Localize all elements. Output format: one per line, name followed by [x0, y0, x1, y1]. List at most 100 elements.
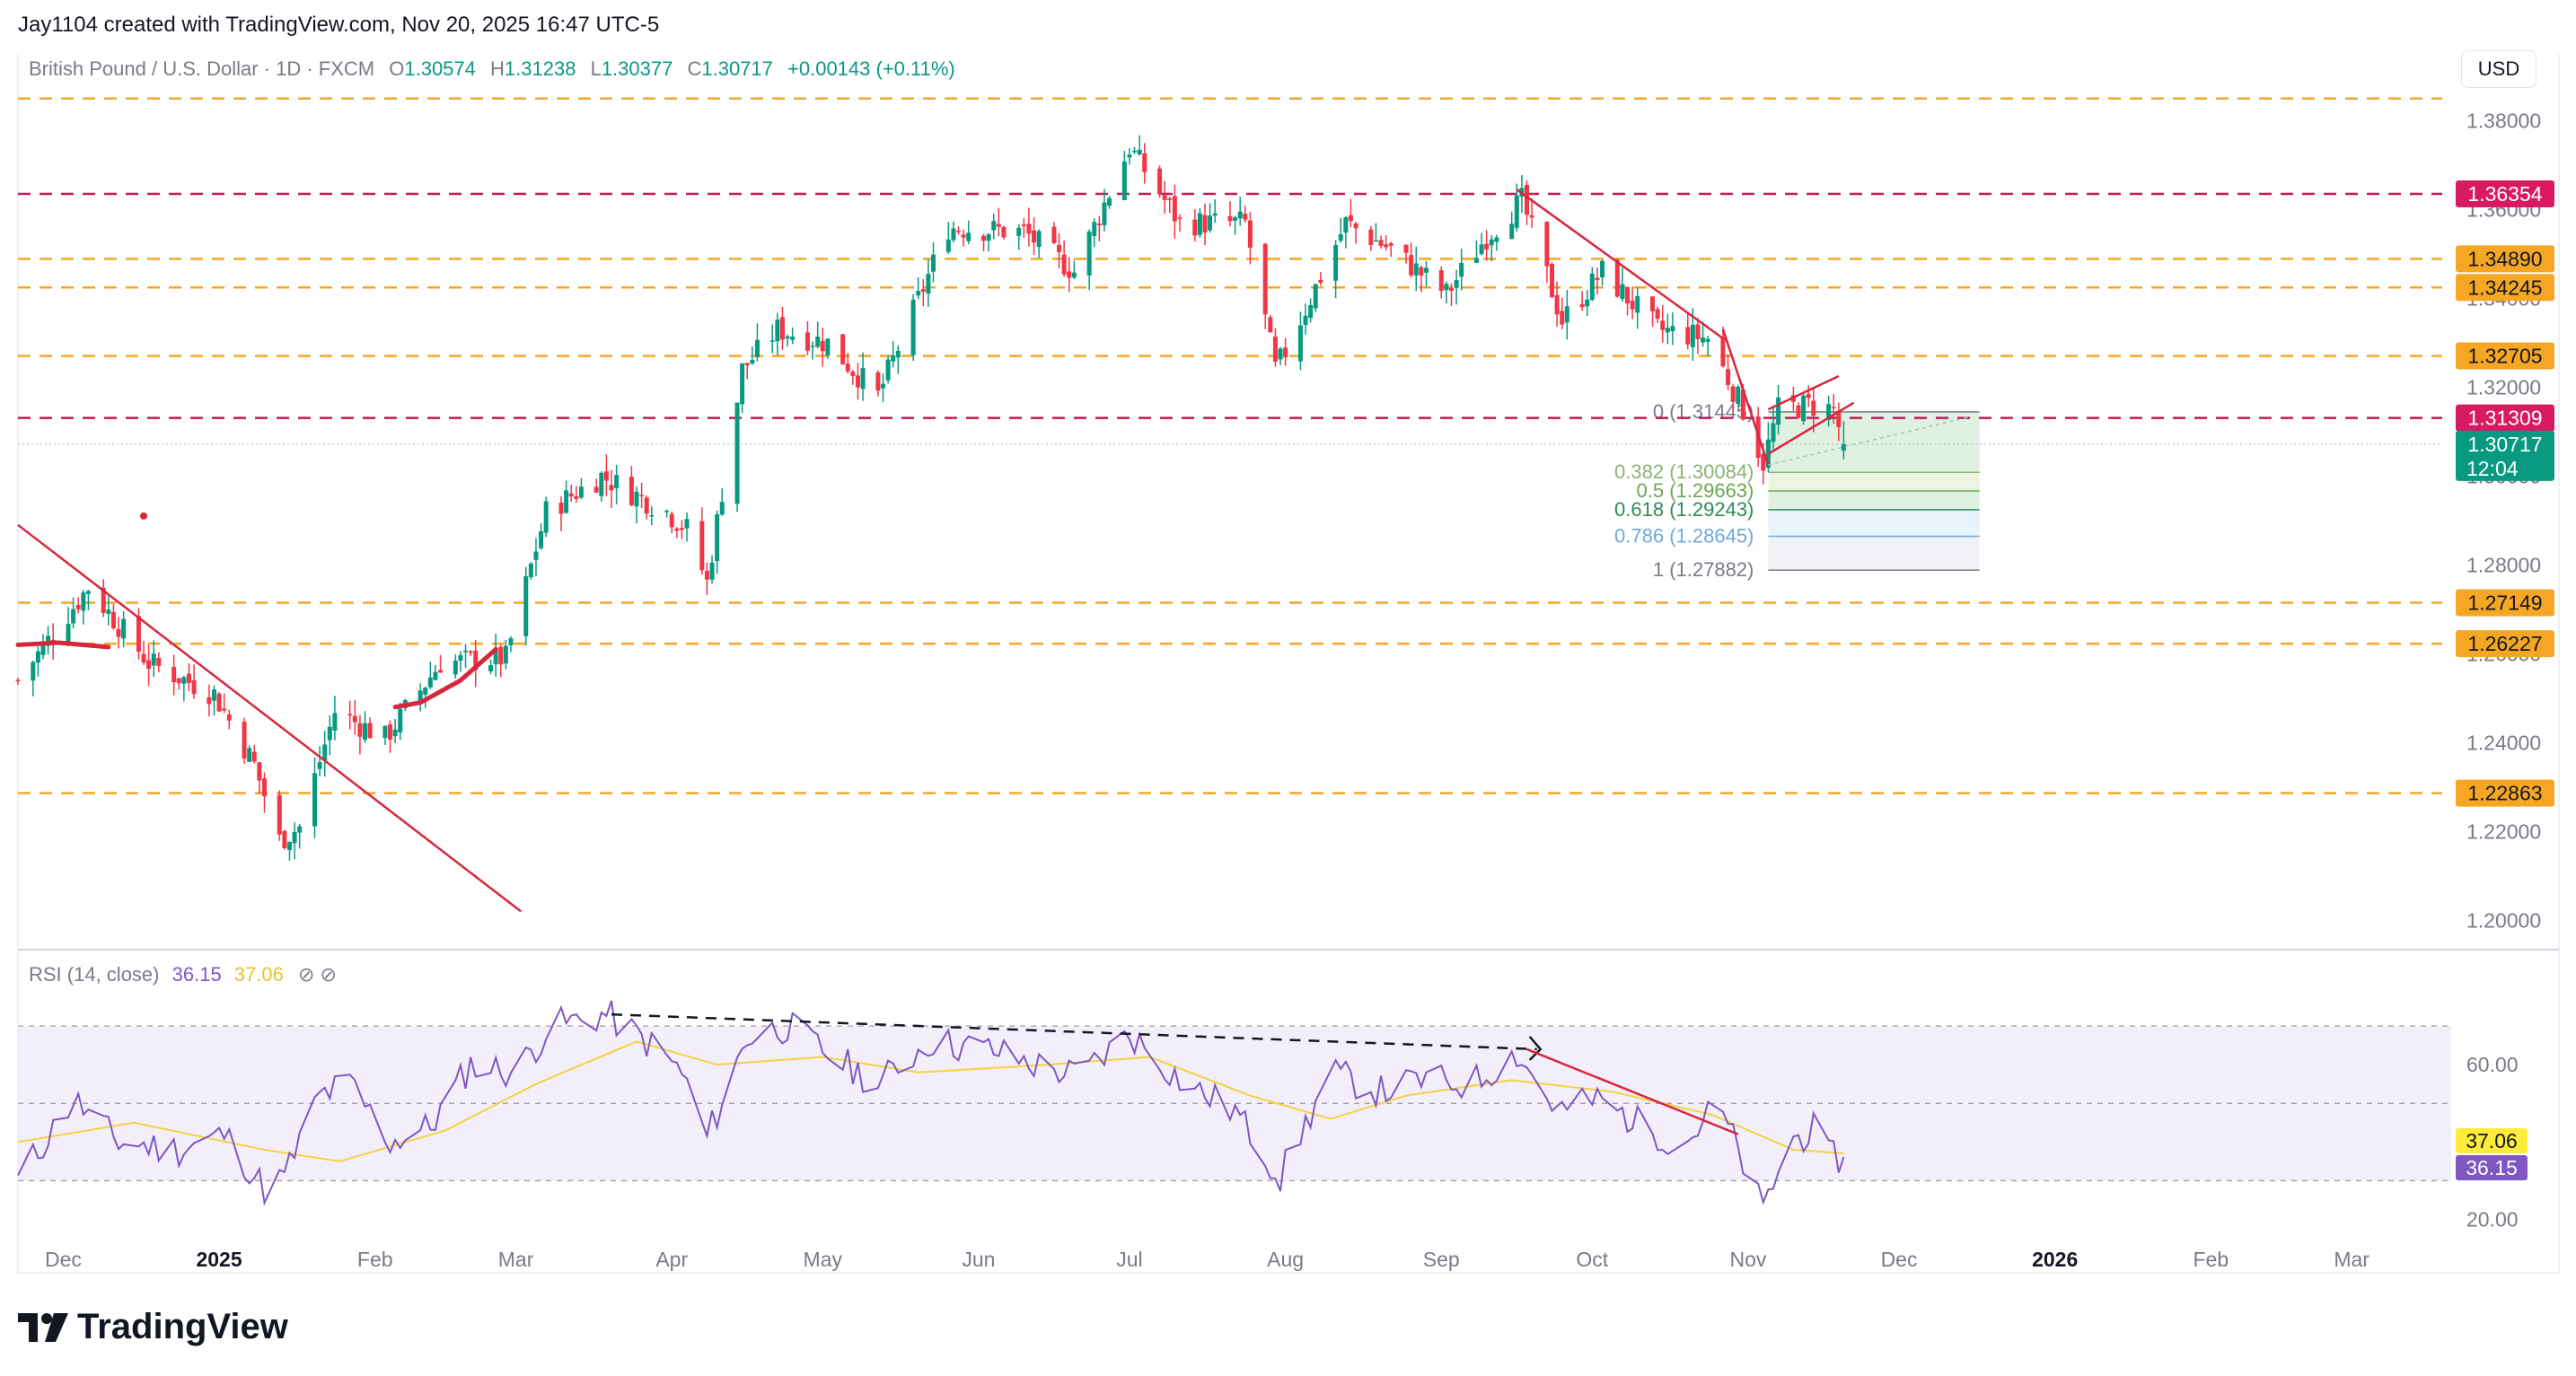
- candle: [392, 718, 398, 743]
- candle: [186, 663, 191, 692]
- candle: [327, 715, 332, 756]
- candle: [719, 488, 725, 516]
- candle: [1333, 240, 1339, 299]
- candle-body: [523, 575, 529, 636]
- rsi-line: [17, 1000, 1845, 1206]
- candle: [1479, 232, 1484, 256]
- candle: [574, 486, 579, 504]
- candle-body: [564, 490, 569, 513]
- candle-body: [1212, 213, 1218, 216]
- candle: [578, 478, 584, 500]
- candle: [458, 651, 463, 672]
- candle-body: [463, 650, 469, 653]
- price-axis-label: 1.20000: [2466, 908, 2541, 932]
- candle: [986, 232, 991, 252]
- candle-body: [1413, 263, 1419, 276]
- candle: [427, 662, 433, 689]
- candle-body: [81, 592, 86, 611]
- candle-body: [1761, 453, 1766, 471]
- candle: [1625, 286, 1631, 316]
- candle-body: [1720, 337, 1726, 367]
- candle-body: [961, 234, 966, 238]
- candle: [1051, 222, 1057, 244]
- candle-body: [1167, 197, 1173, 200]
- candle: [603, 454, 609, 496]
- candle-body: [855, 375, 860, 388]
- level-tag-text: 1.32705: [2467, 345, 2542, 368]
- visibility-icons[interactable]: ⊘ ⊘: [298, 963, 337, 986]
- time-axis-label: Oct: [1576, 1248, 1608, 1271]
- candle-body: [85, 591, 91, 594]
- time-axis-label: Feb: [357, 1248, 393, 1271]
- candle: [1403, 244, 1409, 264]
- tradingview-brand: TradingView: [18, 1307, 288, 1347]
- candle: [669, 511, 674, 533]
- candle-body: [1690, 324, 1695, 347]
- fib-level-label: 1 (1.27882): [1653, 558, 1754, 581]
- candle: [996, 207, 1001, 237]
- candle: [388, 720, 393, 753]
- candle: [523, 566, 529, 646]
- candle-body: [754, 339, 760, 358]
- rsi-ma-tag-text: 37.06: [2466, 1129, 2518, 1153]
- projection-line: [1768, 416, 1970, 466]
- candle-body: [382, 725, 388, 739]
- candle: [363, 711, 368, 743]
- candle-body: [282, 830, 287, 849]
- candle-body: [31, 662, 36, 681]
- candle-body: [1419, 267, 1424, 276]
- level-tag: [2456, 342, 2554, 370]
- candle: [1695, 318, 1701, 355]
- candle-body: [1811, 400, 1816, 416]
- candle-body: [141, 653, 146, 663]
- time-axis-label: May: [804, 1248, 843, 1271]
- candle: [286, 841, 292, 861]
- candle: [1338, 217, 1343, 243]
- candle: [242, 717, 247, 765]
- candle: [382, 725, 388, 745]
- candle: [1121, 151, 1127, 201]
- candle: [810, 341, 815, 360]
- candle: [15, 678, 21, 686]
- candle-body: [1806, 394, 1811, 399]
- candle-body: [423, 688, 428, 695]
- candle-body: [1227, 215, 1233, 222]
- candle-body: [574, 495, 579, 500]
- candle-body: [578, 486, 584, 498]
- candle: [1589, 267, 1595, 302]
- chart-credit: Jay1104 created with TradingView.com, No…: [18, 13, 660, 37]
- candle-body: [286, 842, 292, 850]
- rsi-value: 36.15: [171, 963, 222, 986]
- candle-body: [669, 513, 674, 528]
- candle-body: [1192, 219, 1198, 236]
- level-tag: [2456, 245, 2554, 273]
- candle: [891, 341, 896, 368]
- candle: [1061, 240, 1067, 277]
- candle-body: [1801, 395, 1807, 422]
- candle-body: [1297, 325, 1303, 362]
- candle: [1368, 225, 1374, 251]
- currency-button[interactable]: USD: [2461, 50, 2536, 88]
- candle: [1771, 406, 1776, 451]
- candle-body: [1016, 227, 1022, 236]
- candle: [1841, 421, 1846, 460]
- candle: [85, 589, 91, 610]
- candle-body: [744, 363, 750, 365]
- candle: [715, 510, 720, 574]
- candle-body: [151, 653, 156, 666]
- candle-body: [1343, 217, 1349, 233]
- candle-body: [1278, 348, 1283, 360]
- candle: [1107, 196, 1112, 209]
- price-axis-label: 1.38000: [2466, 109, 2541, 132]
- candle-body: [769, 340, 775, 342]
- candle-body: [820, 340, 825, 352]
- candle: [910, 294, 916, 362]
- candle-body: [1107, 197, 1112, 206]
- candle: [367, 717, 373, 739]
- candle: [1016, 223, 1022, 250]
- candle-body: [1614, 259, 1620, 297]
- candle-body: [639, 495, 645, 496]
- trendline: [1516, 188, 1724, 339]
- candle-body: [292, 831, 297, 844]
